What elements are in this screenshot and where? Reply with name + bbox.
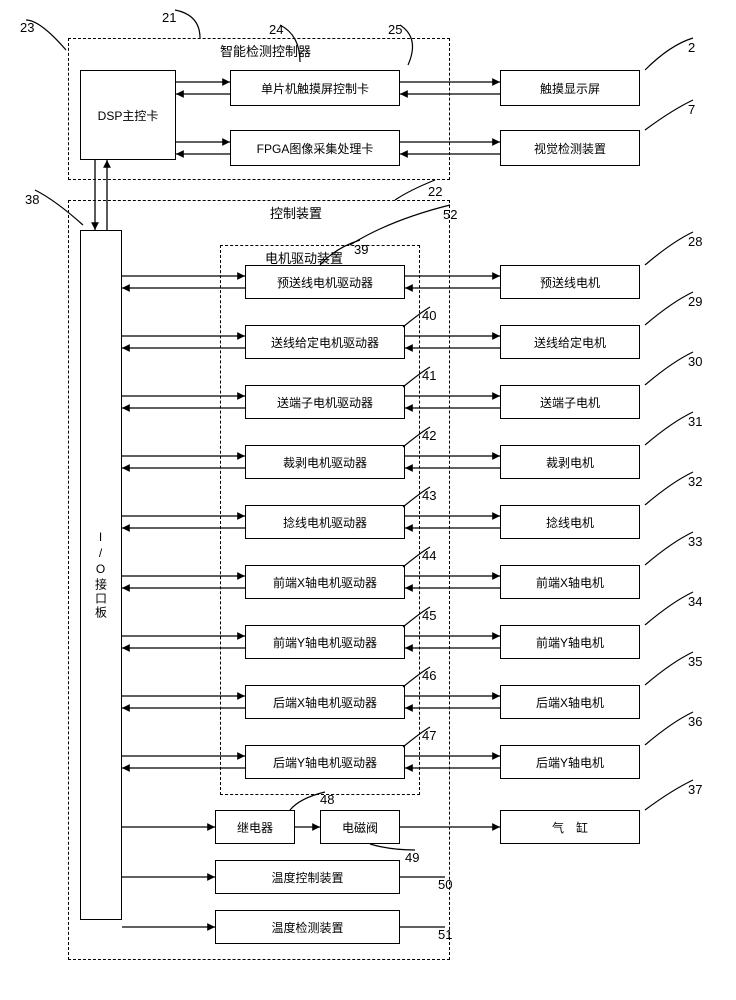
- ref-num: 25: [388, 22, 402, 37]
- valve: 电磁阀: [320, 810, 400, 844]
- ref-num: 31: [688, 414, 702, 429]
- cylinder-label: 气 缸: [552, 819, 588, 836]
- motor-6: 前端Y轴电机: [500, 625, 640, 659]
- motor-0-label: 预送线电机: [540, 274, 600, 291]
- fpga-label: FPGA图像采集处理卡: [257, 140, 374, 157]
- driver-3: 裁剥电机驱动器: [245, 445, 405, 479]
- driver-7-label: 后端X轴电机驱动器: [273, 694, 377, 711]
- motor-5-label: 前端X轴电机: [536, 574, 604, 591]
- driver-2-label: 送端子电机驱动器: [277, 394, 373, 411]
- motor-7-label: 后端X轴电机: [536, 694, 604, 711]
- ref-num: 28: [688, 234, 702, 249]
- motor-3-label: 裁剥电机: [546, 454, 594, 471]
- cylinder: 气 缸: [500, 810, 640, 844]
- motor-4-label: 捻线电机: [546, 514, 594, 531]
- motor-8: 后端Y轴电机: [500, 745, 640, 779]
- motor-2-label: 送端子电机: [540, 394, 600, 411]
- touch-screen: 触摸显示屏: [500, 70, 640, 106]
- ref-num: 24: [269, 22, 283, 37]
- ref-num: 38: [25, 192, 39, 207]
- motor-2: 送端子电机: [500, 385, 640, 419]
- ref-num: 40: [422, 308, 436, 323]
- ref-num: 52: [443, 207, 457, 222]
- driver-1: 送线给定电机驱动器: [245, 325, 405, 359]
- motor-0: 预送线电机: [500, 265, 640, 299]
- driver-5-label: 前端X轴电机驱动器: [273, 574, 377, 591]
- ref-num: 29: [688, 294, 702, 309]
- ref-num: 37: [688, 782, 702, 797]
- temp-det-label: 温度检测装置: [271, 919, 343, 936]
- valve-label: 电磁阀: [342, 819, 378, 836]
- mcu-touch-card: 单片机触摸屏控制卡: [230, 70, 400, 106]
- ref-num: 2: [688, 40, 695, 55]
- driver-4: 捻线电机驱动器: [245, 505, 405, 539]
- motor-1: 送线给定电机: [500, 325, 640, 359]
- fpga-card: FPGA图像采集处理卡: [230, 130, 400, 166]
- driver-8: 后端Y轴电机驱动器: [245, 745, 405, 779]
- motor-1-label: 送线给定电机: [534, 334, 606, 351]
- ref-num: 21: [162, 10, 176, 25]
- driver-5: 前端X轴电机驱动器: [245, 565, 405, 599]
- ref-num: 7: [688, 102, 695, 117]
- ref-num: 46: [422, 668, 436, 683]
- ref-num: 45: [422, 608, 436, 623]
- io-board: I/O接口板: [80, 230, 122, 920]
- motor-8-label: 后端Y轴电机: [536, 754, 604, 771]
- vision-device: 视觉检测装置: [500, 130, 640, 166]
- dsp-label: DSP主控卡: [98, 107, 159, 124]
- control-device-title: 控制装置: [270, 203, 322, 222]
- motor-6-label: 前端Y轴电机: [536, 634, 604, 651]
- ref-num: 51: [438, 927, 452, 942]
- relay-label: 继电器: [237, 819, 273, 836]
- diagram-canvas: 智能检测控制器 控制装置 电机驱动装置 DSP主控卡 I/O接口板 单片机触摸屏…: [0, 0, 736, 1000]
- driver-6: 前端Y轴电机驱动器: [245, 625, 405, 659]
- motor-4: 捻线电机: [500, 505, 640, 539]
- ref-num: 33: [688, 534, 702, 549]
- dsp-card: DSP主控卡: [80, 70, 176, 160]
- driver-4-label: 捻线电机驱动器: [283, 514, 367, 531]
- temp-ctrl-label: 温度控制装置: [271, 869, 343, 886]
- touch-screen-label: 触摸显示屏: [540, 80, 600, 97]
- ref-num: 50: [438, 877, 452, 892]
- detector-controller-title: 智能检测控制器: [220, 41, 311, 60]
- ref-num: 32: [688, 474, 702, 489]
- driver-3-label: 裁剥电机驱动器: [283, 454, 367, 471]
- motor-7: 后端X轴电机: [500, 685, 640, 719]
- driver-8-label: 后端Y轴电机驱动器: [273, 754, 377, 771]
- ref-num: 43: [422, 488, 436, 503]
- ref-num: 36: [688, 714, 702, 729]
- ref-num: 47: [422, 728, 436, 743]
- motor-3: 裁剥电机: [500, 445, 640, 479]
- ref-num: 30: [688, 354, 702, 369]
- temp-ctrl: 温度控制装置: [215, 860, 400, 894]
- driver-6-label: 前端Y轴电机驱动器: [273, 634, 377, 651]
- ref-num: 42: [422, 428, 436, 443]
- driver-0-label: 预送线电机驱动器: [277, 274, 373, 291]
- motor-5: 前端X轴电机: [500, 565, 640, 599]
- temp-det: 温度检测装置: [215, 910, 400, 944]
- ref-num: 41: [422, 368, 436, 383]
- vision-device-label: 视觉检测装置: [534, 140, 606, 157]
- ref-num: 44: [422, 548, 436, 563]
- ref-num: 34: [688, 594, 702, 609]
- relay: 继电器: [215, 810, 295, 844]
- driver-2: 送端子电机驱动器: [245, 385, 405, 419]
- ref-num: 35: [688, 654, 702, 669]
- mcu-touch-label: 单片机触摸屏控制卡: [261, 80, 369, 97]
- ref-num: 48: [320, 792, 334, 807]
- ref-num: 49: [405, 850, 419, 865]
- ref-num: 39: [354, 242, 368, 257]
- driver-7: 后端X轴电机驱动器: [245, 685, 405, 719]
- driver-1-label: 送线给定电机驱动器: [271, 334, 379, 351]
- ref-num: 22: [428, 184, 442, 199]
- io-label: I/O接口板: [93, 530, 110, 620]
- ref-num: 23: [20, 20, 34, 35]
- driver-0: 预送线电机驱动器: [245, 265, 405, 299]
